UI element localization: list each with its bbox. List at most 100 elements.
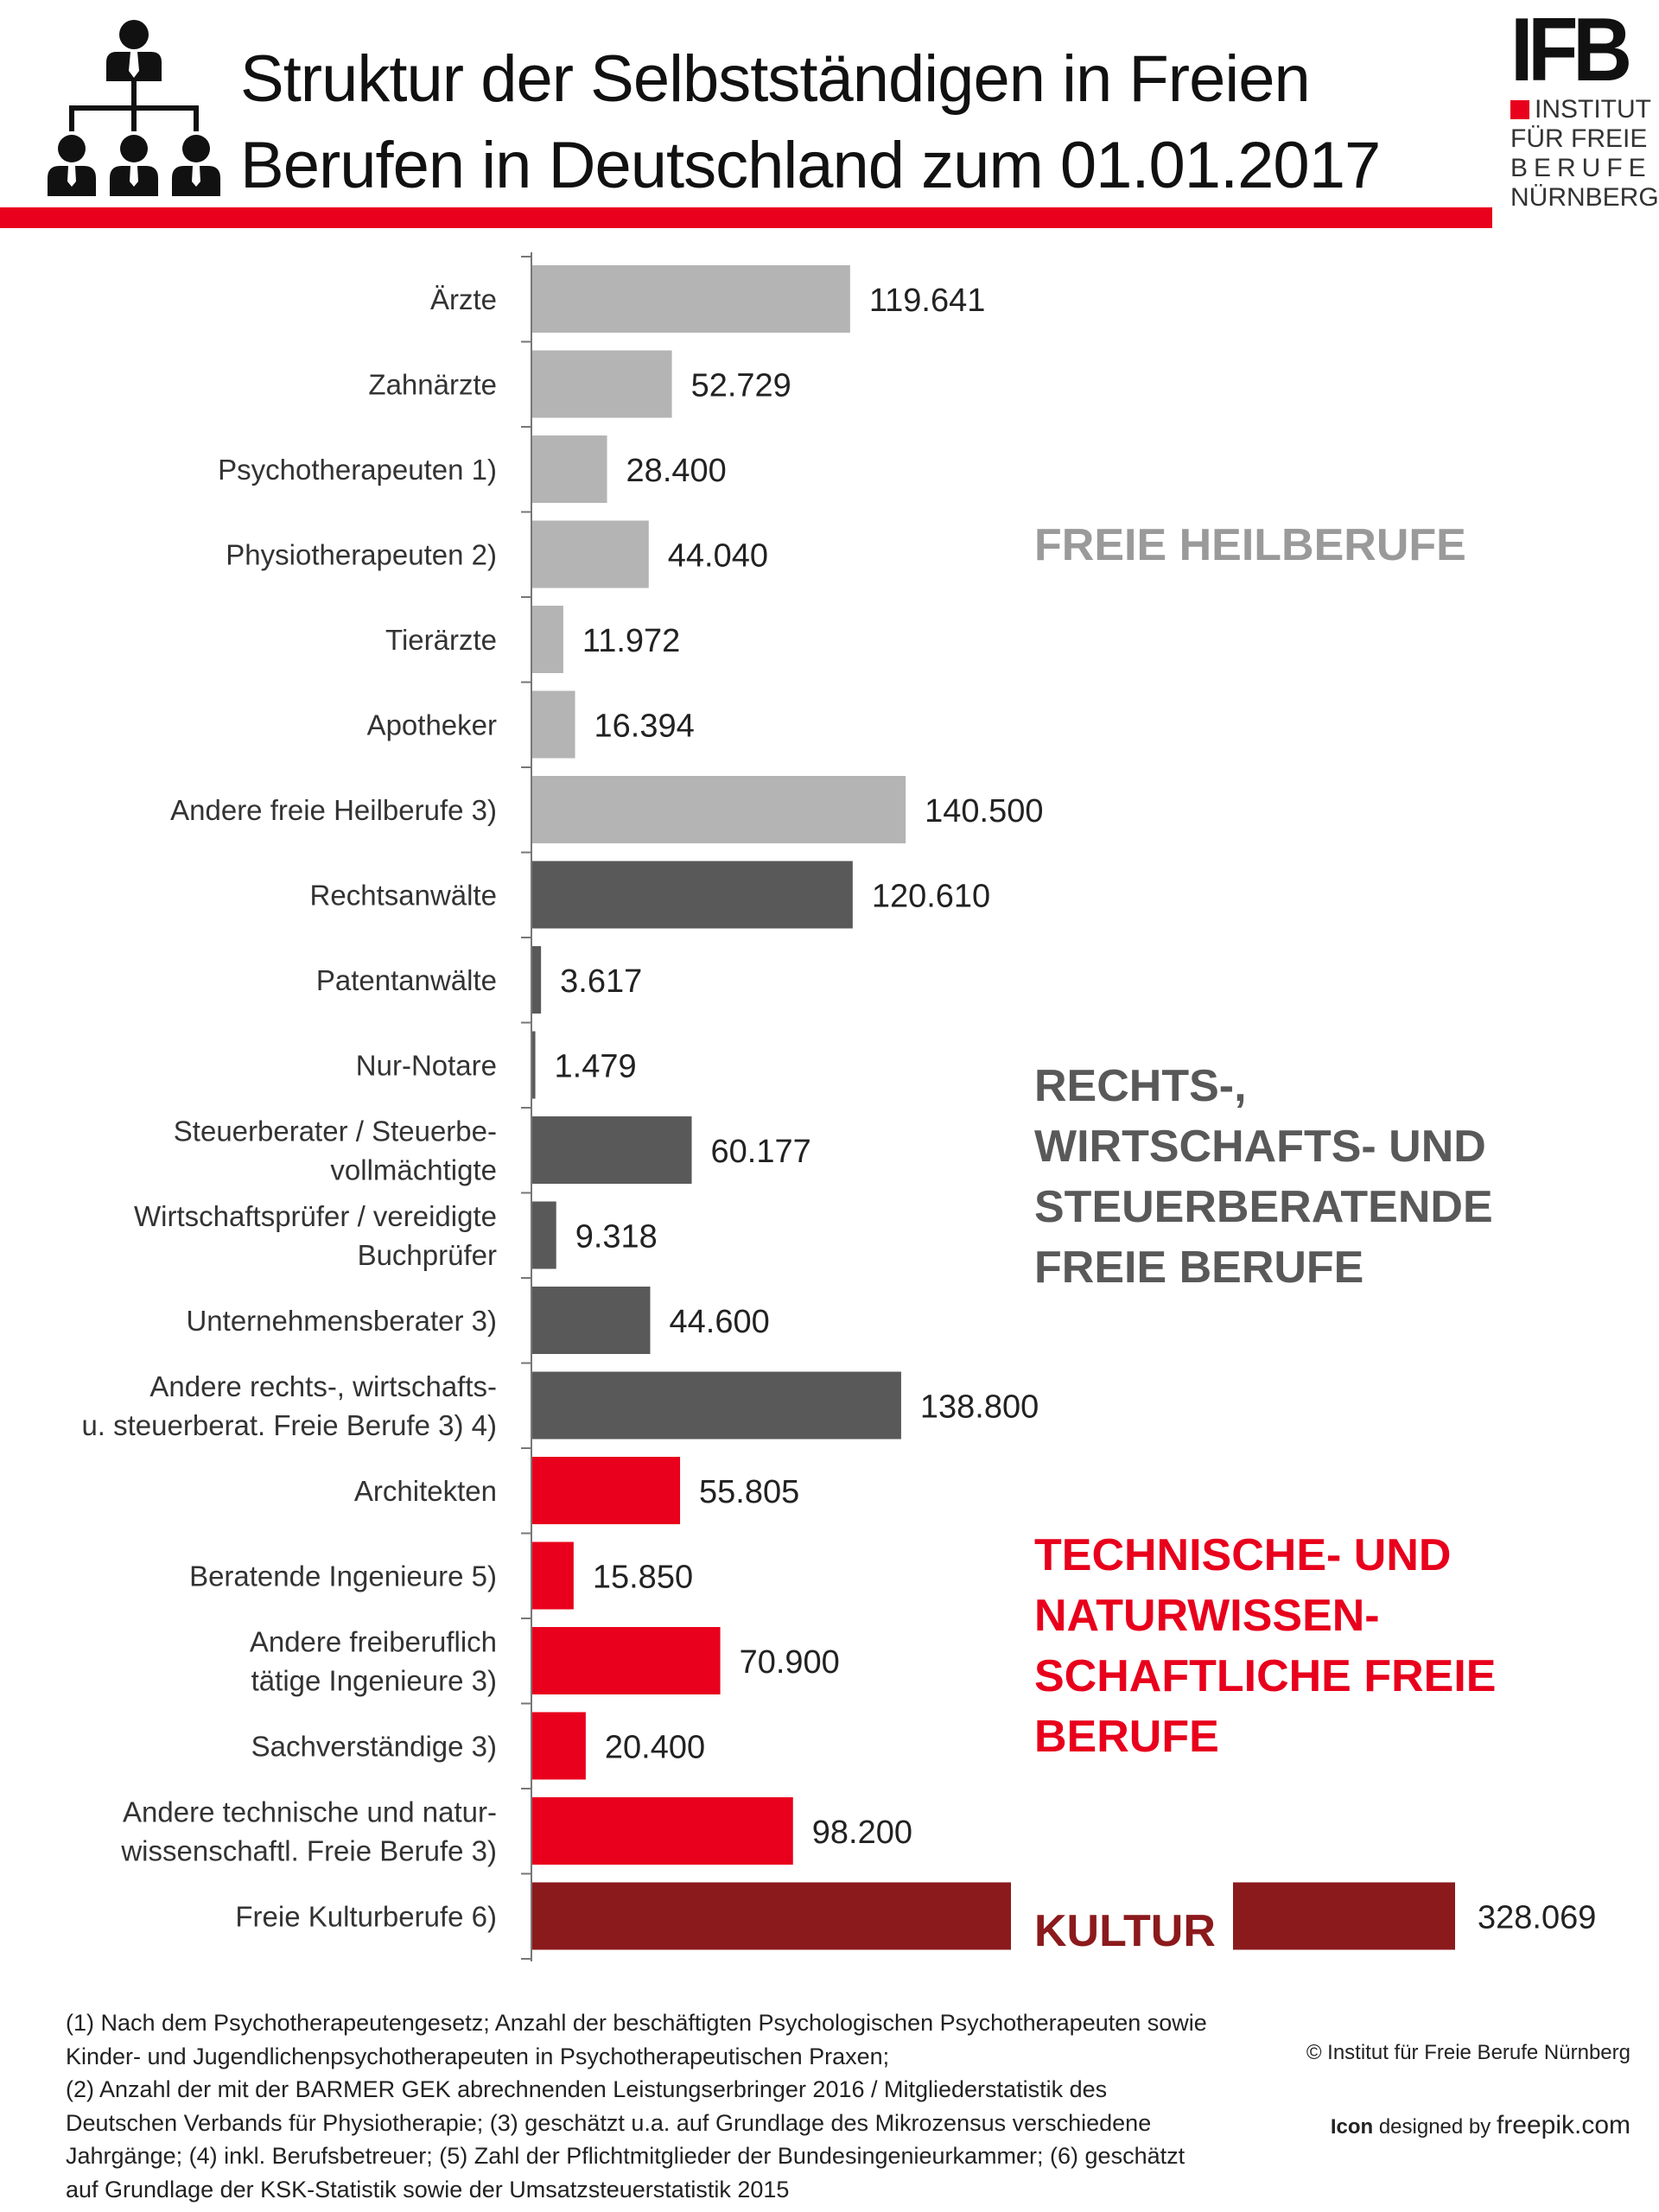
- value-label: 328.069: [1478, 1900, 1596, 1936]
- logo-line-1: INSTITUT: [1535, 95, 1651, 124]
- value-label: 44.040: [668, 538, 768, 575]
- group-label-line: SCHAFTLICHE FREIE: [1034, 1651, 1497, 1701]
- footnote-line: Jahrgänge; (4) inkl. Berufsbetreuer; (5)…: [66, 2143, 1185, 2169]
- category-label: Nur-Notare: [356, 1050, 497, 1082]
- value-label: 20.400: [605, 1730, 705, 1766]
- category-label: Andere freiberuflich: [250, 1626, 497, 1658]
- value-label: 55.805: [699, 1474, 799, 1510]
- group-label-line: NATURWISSEN-: [1034, 1591, 1380, 1641]
- value-label: 11.972: [582, 623, 680, 659]
- bar: [531, 776, 906, 843]
- value-label: 70.900: [740, 1644, 840, 1681]
- value-label: 1.479: [555, 1049, 637, 1085]
- logo-text: INSTITUT FÜR FREIE BERUFE NÜRNBERG: [1510, 95, 1659, 213]
- logo-line-3: BERUFE: [1510, 154, 1652, 182]
- title-line-2: Berufen in Deutschland zum 01.01.2017: [240, 129, 1381, 202]
- value-label: 138.800: [920, 1389, 1039, 1426]
- bar: [531, 606, 563, 673]
- category-label: Tierärzte: [385, 624, 497, 656]
- bar: [531, 1201, 556, 1269]
- group-label-line: STEUERBERATENDE: [1034, 1182, 1493, 1232]
- category-label: Architekten: [354, 1475, 497, 1507]
- icon-credit-site: freepik.com: [1496, 2111, 1630, 2139]
- footnote-line: Deutschen Verbands für Physiotherapie; (…: [66, 2109, 1152, 2136]
- bar: [531, 946, 542, 1014]
- bar: [531, 435, 607, 503]
- ifb-logo: IFB INSTITUT FÜR FREIE BERUFE NÜRNBERG: [1510, 0, 1659, 239]
- logo-red-square: [1510, 100, 1529, 119]
- value-label: 120.610: [872, 879, 990, 915]
- group-label-line: KULTUR: [1034, 1906, 1216, 1956]
- category-label: Apotheker: [367, 709, 497, 741]
- value-labels-layer: 119.641 52.729 28.400 44.040 11.972 16.394 140…: [555, 283, 1597, 1936]
- footnote-line: auf Grundlage der KSK-Statistik sowie de…: [66, 2176, 790, 2202]
- bar-segment: [1233, 1882, 1455, 1950]
- value-label: 140.500: [925, 793, 1043, 830]
- bar: [531, 1116, 692, 1184]
- group-label-line: WIRTSCHAFTS- UND: [1034, 1122, 1486, 1172]
- group-label-line: FREIE BERUFE: [1034, 1243, 1364, 1293]
- bars-layer: [531, 265, 1455, 1950]
- group-label-line: FREIE HEILBERUFE: [1034, 520, 1466, 570]
- bar: [531, 1541, 574, 1610]
- group-label-heilberufe: FREIE HEILBERUFE: [1034, 515, 1466, 575]
- group-label-line: TECHNISCHE- UND: [1034, 1530, 1452, 1580]
- organization-chart-icon: [48, 20, 220, 196]
- value-label: 9.318: [575, 1219, 658, 1255]
- category-label: u. steuerberat. Freie Berufe 3) 4): [81, 1409, 497, 1441]
- value-label: 60.177: [711, 1134, 811, 1170]
- bar: [531, 520, 649, 588]
- copyright-notice: © Institut für Freie Berufe Nürnberg: [1306, 2041, 1630, 2064]
- page-title: Struktur der Selbstständigen in Freien B…: [240, 36, 1381, 209]
- bar: [531, 265, 850, 333]
- title-line-1: Struktur der Selbstständigen in Freien: [240, 42, 1311, 116]
- category-label: vollmächtigte: [330, 1154, 497, 1186]
- logo-line-4: NÜRNBERG: [1510, 183, 1659, 212]
- category-label: Buchprüfer: [358, 1239, 497, 1271]
- category-label: Beratende Ingenieure 5): [189, 1560, 497, 1592]
- value-label: 3.617: [560, 963, 642, 1000]
- icon-credit: Icon designed by freepik.com: [1331, 2111, 1630, 2140]
- header: Struktur der Selbstständigen in Freien B…: [0, 0, 1659, 259]
- value-label: 16.394: [594, 709, 695, 745]
- logo-line-2: FÜR FREIE: [1510, 124, 1648, 153]
- category-label: Unternehmensberater 3): [186, 1305, 497, 1337]
- category-label: Andere freie Heilberufe 3): [170, 794, 497, 826]
- value-label: 98.200: [812, 1815, 912, 1851]
- footnotes: (1) Nach dem Psychotherapeutengesetz; An…: [66, 2006, 1336, 2206]
- category-label: Psychotherapeuten 1): [218, 454, 497, 486]
- category-label: Freie Kulturberufe 6): [235, 1901, 497, 1933]
- group-label-rechts: RECHTS-, WIRTSCHAFTS- UND STEUERBERATEND…: [1034, 1056, 1493, 1298]
- bar-chart: Ärzte Zahnärzte Psychotherapeuten 1) Physio…: [81, 252, 1597, 1961]
- category-label: Wirtschaftsprüfer / vereidigte: [134, 1200, 497, 1232]
- footnote-line: (2) Anzahl der mit der BARMER GEK abrech…: [66, 2076, 1108, 2102]
- category-label: Rechtsanwälte: [310, 880, 497, 912]
- header-accent-rule: [0, 207, 1492, 228]
- footnote-line: Kinder- und Jugendlichenpsychotherapeute…: [66, 2043, 890, 2069]
- category-label: Andere technische und natur-: [123, 1796, 497, 1828]
- value-label: 28.400: [626, 453, 727, 489]
- bar: [531, 1287, 651, 1354]
- bar: [531, 1797, 793, 1865]
- bar: [531, 1371, 901, 1440]
- category-label: Andere rechts-, wirtschafts-: [149, 1370, 497, 1402]
- icon-credit-prefix: Icon: [1330, 2115, 1374, 2139]
- category-label: Ärzte: [430, 283, 497, 315]
- value-label: 52.729: [691, 368, 791, 404]
- bar: [531, 1712, 586, 1780]
- logo-mark: IFB: [1510, 0, 1632, 100]
- bar: [531, 1882, 1011, 1950]
- bar: [531, 861, 853, 929]
- category-labels-layer: Ärzte Zahnärzte Psychotherapeuten 1) Physio…: [81, 283, 497, 1933]
- category-label: Physiotherapeuten 2): [226, 539, 497, 571]
- bar: [531, 690, 575, 759]
- bar: [531, 350, 672, 418]
- icon-credit-middle: designed by: [1373, 2115, 1497, 2139]
- group-label-technik: TECHNISCHE- UND NATURWISSEN- SCHAFTLICHE…: [1034, 1525, 1496, 1767]
- value-label: 15.850: [593, 1560, 693, 1596]
- category-label: wissenschaftl. Freie Berufe 3): [120, 1835, 497, 1867]
- group-label-line: RECHTS-,: [1034, 1061, 1247, 1111]
- category-label: Steuerberater / Steuerbe-: [174, 1116, 497, 1147]
- category-label: Patentanwälte: [316, 964, 497, 996]
- axis-layer: [521, 252, 532, 1961]
